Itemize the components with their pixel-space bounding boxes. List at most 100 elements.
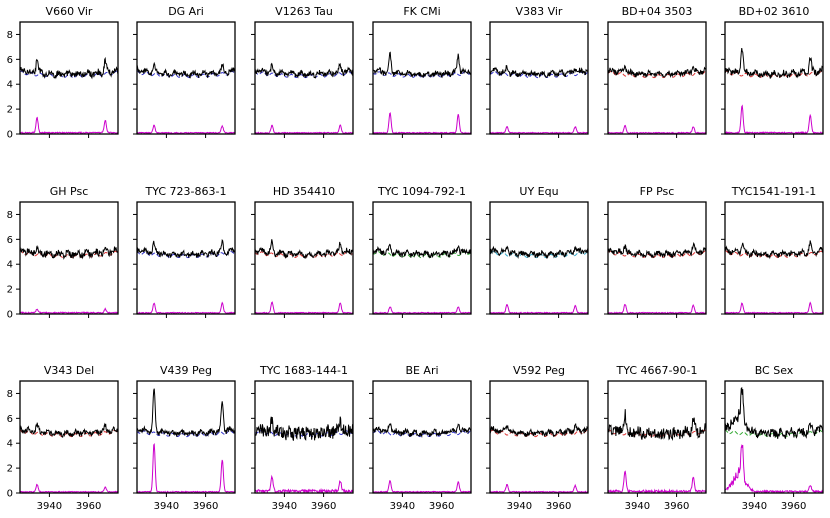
panel-title: GH Psc — [50, 185, 89, 198]
panel-lines — [373, 243, 471, 314]
y-tick-label: 4 — [7, 260, 13, 271]
x-tick-label: 3940 — [625, 501, 650, 512]
x-tick-label: 3960 — [311, 501, 336, 512]
panel-frame — [607, 21, 707, 135]
x-tick-label: 3940 — [390, 501, 415, 512]
panel-title: FP Psc — [640, 185, 675, 198]
panel-title: DG Ari — [168, 5, 204, 18]
template-spectrum-line — [137, 430, 235, 438]
template-spectrum-line — [255, 251, 353, 259]
spectrum-panel: V439 Peg 3940 3960 — [133, 364, 236, 512]
panel-title: BD+04 3503 — [622, 5, 693, 18]
panel-title: V592 Peg — [513, 364, 565, 377]
template-spectrum-line — [20, 429, 118, 438]
observed-spectrum-line — [490, 422, 588, 438]
spectrum-panel: TYC 1094-792-1 — [369, 185, 472, 318]
panel-lines — [725, 240, 823, 314]
panel-frame — [136, 380, 236, 494]
difference-spectrum-line — [725, 301, 823, 314]
template-spectrum-line — [255, 71, 353, 79]
y-tick-label: 8 — [7, 30, 13, 41]
panel-lines — [490, 65, 588, 134]
difference-spectrum-line — [20, 483, 118, 493]
observed-spectrum-line — [20, 245, 118, 260]
panel-lines — [137, 388, 235, 493]
difference-spectrum-line — [490, 483, 588, 493]
panel-lines — [490, 422, 588, 493]
spectrum-panel: V1263 Tau — [251, 5, 354, 138]
spectrum-panel: DG Ari — [133, 5, 236, 138]
spectrum-panel: BD+02 3610 — [721, 5, 824, 138]
template-spectrum-line — [373, 429, 471, 438]
observed-spectrum-line — [373, 51, 471, 79]
x-tick-label: 3960 — [429, 501, 454, 512]
y-tick-label: 4 — [7, 80, 13, 91]
spectrum-panel: V343 Del 0 2 4 6 8 3940 3960 — [7, 364, 119, 512]
spectrum-panel: GH Psc 0 2 4 6 8 — [7, 185, 119, 321]
panel-title: V439 Peg — [160, 364, 212, 377]
spectrum-panel: V383 Vir — [486, 5, 589, 138]
observed-spectrum-line — [373, 243, 471, 259]
y-tick-label: 6 — [7, 55, 13, 66]
spectrum-panel: TYC 4667-90-1 3940 3960 — [604, 364, 707, 512]
y-tick-label: 2 — [7, 285, 13, 296]
x-tick-label: 3960 — [781, 501, 806, 512]
difference-spectrum-line — [725, 104, 823, 134]
difference-spectrum-line — [373, 112, 471, 134]
y-tick-label: 0 — [7, 489, 13, 500]
panel-lines — [608, 409, 706, 493]
panel-frame — [607, 201, 707, 315]
panel-title: BD+02 3610 — [739, 5, 810, 18]
panel-frame — [19, 21, 119, 135]
panel-title: BC Sex — [755, 364, 794, 377]
panel-frame — [136, 201, 236, 315]
x-tick-label: 3940 — [154, 501, 179, 512]
difference-spectrum-line — [137, 124, 235, 134]
observed-spectrum-line — [725, 240, 823, 260]
observed-spectrum-line — [608, 409, 706, 441]
panel-title: TYC 723-863-1 — [145, 185, 227, 198]
panel-lines — [725, 48, 823, 134]
difference-spectrum-line — [490, 126, 588, 134]
y-tick-label: 0 — [7, 310, 13, 321]
panel-title: TYC 1094-792-1 — [377, 185, 466, 198]
panel-frame — [19, 380, 119, 494]
spectrum-panel: TYC1541-191-1 — [721, 185, 824, 318]
spectrum-panel: TYC 723-863-1 — [133, 185, 236, 318]
panel-lines — [255, 416, 353, 493]
difference-spectrum-line — [20, 307, 118, 314]
observed-spectrum-line — [725, 48, 823, 79]
difference-spectrum-line — [255, 124, 353, 134]
x-tick-label: 3960 — [546, 501, 571, 512]
panel-lines — [490, 245, 588, 314]
difference-spectrum-line — [20, 116, 118, 134]
observed-spectrum-line — [137, 238, 235, 259]
y-tick-label: 6 — [7, 235, 13, 246]
difference-spectrum-line — [137, 301, 235, 314]
y-tick-label: 4 — [7, 439, 13, 450]
panel-title: V660 Vir — [46, 5, 93, 18]
observed-spectrum-line — [490, 65, 588, 78]
spectrum-panel: V592 Peg 3940 3960 — [486, 364, 589, 512]
panel-lines — [137, 238, 235, 314]
panel-lines — [608, 241, 706, 314]
spectrum-panel: UY Equ — [486, 185, 589, 318]
y-tick-label: 2 — [7, 464, 13, 475]
panel-lines — [725, 386, 823, 493]
x-tick-label: 3940 — [507, 501, 532, 512]
observed-spectrum-line — [373, 422, 471, 439]
spectrum-panel: HD 354410 — [251, 185, 354, 318]
spectrum-panel: V660 Vir 0 2 4 6 8 — [7, 5, 119, 141]
spectrum-panel: TYC 1683-144-1 3940 3960 — [251, 364, 354, 512]
panel-title: TYC1541-191-1 — [731, 185, 816, 198]
panel-lines — [20, 56, 118, 134]
panel-lines — [20, 245, 118, 314]
panel-lines — [20, 422, 118, 493]
spectrum-panel: FK CMi — [369, 5, 472, 138]
difference-spectrum-line — [608, 124, 706, 134]
template-spectrum-line — [137, 70, 235, 79]
panel-lines — [137, 61, 235, 134]
x-tick-label: 3940 — [742, 501, 767, 512]
panel-title: V343 Del — [44, 364, 94, 377]
difference-spectrum-line — [137, 443, 235, 493]
